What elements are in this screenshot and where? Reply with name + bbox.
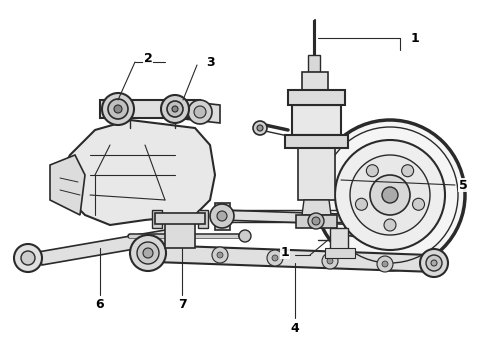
Circle shape [402,165,414,177]
Polygon shape [325,248,355,258]
Circle shape [188,100,212,124]
Circle shape [108,99,128,119]
Circle shape [253,121,267,135]
Circle shape [367,165,378,177]
Circle shape [431,260,437,266]
Text: 3: 3 [206,55,214,68]
Text: 5: 5 [459,179,467,192]
Circle shape [210,204,234,228]
Circle shape [137,242,159,264]
Circle shape [217,211,227,221]
Polygon shape [345,190,385,240]
Circle shape [355,198,368,210]
Polygon shape [298,148,335,200]
Polygon shape [150,245,435,272]
Circle shape [382,187,398,203]
Circle shape [315,120,465,270]
Polygon shape [155,213,205,224]
Polygon shape [100,100,200,118]
Circle shape [161,95,189,123]
Circle shape [272,255,278,261]
Text: 4: 4 [291,321,299,334]
Polygon shape [38,229,175,265]
Circle shape [143,248,153,258]
Circle shape [312,217,320,225]
Circle shape [102,93,134,125]
Circle shape [322,253,338,269]
Circle shape [21,251,35,265]
Circle shape [327,258,333,264]
Circle shape [308,213,324,229]
Polygon shape [302,72,328,90]
Circle shape [114,105,122,113]
Polygon shape [198,210,208,228]
Circle shape [420,249,448,277]
Text: 2: 2 [144,51,152,64]
Text: 6: 6 [96,298,104,311]
Circle shape [212,247,228,263]
Circle shape [426,255,442,271]
Circle shape [413,198,424,210]
Polygon shape [62,120,215,225]
Circle shape [194,106,206,118]
Polygon shape [302,200,331,215]
Circle shape [239,230,251,242]
Polygon shape [330,228,348,252]
Circle shape [370,175,410,215]
Polygon shape [288,90,345,105]
Polygon shape [285,135,348,148]
Circle shape [384,219,396,231]
Circle shape [167,101,183,117]
Text: 1: 1 [411,32,419,45]
Polygon shape [308,55,320,72]
Circle shape [217,252,223,258]
Polygon shape [175,100,220,123]
Polygon shape [292,105,341,135]
Text: 1: 1 [281,246,290,258]
Circle shape [335,140,445,250]
Circle shape [257,125,263,131]
Polygon shape [215,203,230,230]
Polygon shape [165,218,195,248]
Polygon shape [152,210,162,228]
Circle shape [350,155,430,235]
Polygon shape [50,155,85,215]
Circle shape [130,235,166,271]
Text: 7: 7 [178,298,186,311]
Polygon shape [220,210,370,225]
Polygon shape [296,215,337,228]
Circle shape [267,250,283,266]
Circle shape [14,244,42,272]
Circle shape [377,256,393,272]
Circle shape [172,106,178,112]
Circle shape [382,261,388,267]
